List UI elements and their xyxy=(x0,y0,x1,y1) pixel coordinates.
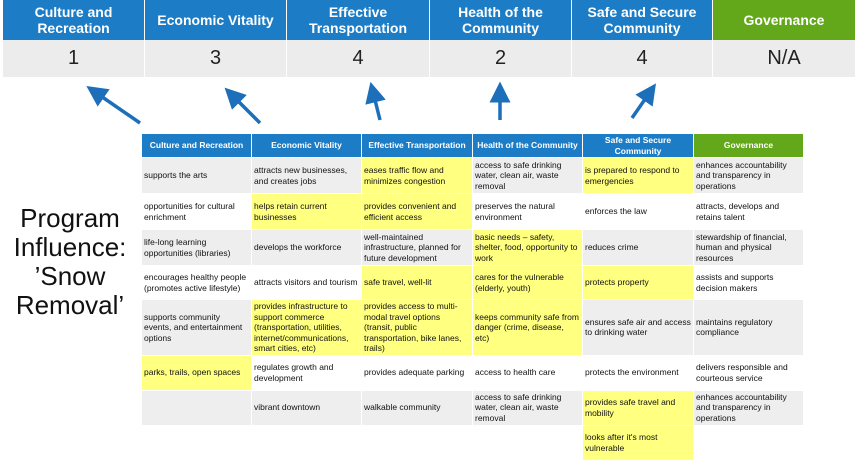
priority-matrix: Culture and Recreation Economic Vitality E… xyxy=(141,133,804,461)
arrow-icon xyxy=(365,81,386,121)
category-scoreboard: Culture and Recreation Economic Vitality E… xyxy=(3,0,856,77)
table-cell: provides adequate parking xyxy=(361,354,473,391)
category-score: 4 xyxy=(572,40,713,77)
category-header: Safe and Secure Community xyxy=(572,0,713,40)
arrow-icon xyxy=(86,86,141,125)
table-cell: attracts new businesses, and creates job… xyxy=(251,157,362,194)
table-row: life-long learning opportunities (librar… xyxy=(141,229,804,266)
table-cell xyxy=(361,424,473,461)
category-score: 4 xyxy=(287,40,430,77)
table-cell: stewardship of financial, human and phys… xyxy=(693,229,804,266)
table-row: looks after it's most vulnerable xyxy=(141,424,804,461)
table-cell xyxy=(693,424,804,461)
table-cell: access to safe drinking water, clean air… xyxy=(472,389,583,426)
category-score: N/A xyxy=(713,40,856,77)
highlighted-cell: protects property xyxy=(582,265,694,300)
table-cell: supports community events, and entertain… xyxy=(141,299,252,356)
table-cell: delivers responsible and courteous servi… xyxy=(693,354,804,391)
table-cell: encourages healthy people (promotes acti… xyxy=(141,265,252,300)
highlighted-cell: helps retain current businesses xyxy=(251,193,362,230)
table-cell: enhances accountability and transparency… xyxy=(693,389,804,426)
category-header: Culture and Recreation xyxy=(3,0,145,40)
table-cell: attracts visitors and tourism xyxy=(251,265,362,300)
table-cell: supports the arts xyxy=(141,157,252,194)
table-row: vibrant downtown walkable community access… xyxy=(141,389,804,426)
table-cell: maintains regulatory compliance xyxy=(693,299,804,356)
table-cell: reduces crime xyxy=(582,229,694,266)
category-header: Health of the Community xyxy=(430,0,572,40)
highlighted-cell: basic needs – safety, shelter, food, opp… xyxy=(472,229,583,266)
table-cell: protects the environment xyxy=(582,354,694,391)
column-header: Governance xyxy=(693,133,804,158)
highlighted-cell: provides infrastructure to support comme… xyxy=(251,299,362,356)
category-score: 2 xyxy=(430,40,572,77)
category-header: Economic Vitality xyxy=(145,0,287,40)
table-cell: enhances accountability and transparency… xyxy=(693,157,804,194)
table-cell: access to safe drinking water, clean air… xyxy=(472,157,583,194)
column-header: Effective Transportation xyxy=(361,133,473,158)
table-row: opportunities for cultural enrichment hel… xyxy=(141,193,804,230)
table-cell: ensures safe air and access to drinking … xyxy=(582,299,694,356)
highlighted-cell: safe travel, well-lit xyxy=(361,265,473,300)
highlighted-cell: cares for the vulnerable (elderly, youth… xyxy=(472,265,583,300)
column-header: Culture and Recreation xyxy=(141,133,252,158)
highlighted-cell: looks after it's most vulnerable xyxy=(582,424,694,461)
program-title: Program Influence: ’Snow Removal’ xyxy=(13,203,127,320)
table-row: supports community events, and entertain… xyxy=(141,299,804,356)
table-cell xyxy=(141,424,252,461)
category-header: Governance xyxy=(713,0,856,40)
arrow-icon xyxy=(224,87,262,125)
table-cell: attracts, develops and retains talent xyxy=(693,193,804,230)
highlighted-cell: is prepared to respond to emergencies xyxy=(582,157,694,194)
table-cell: vibrant downtown xyxy=(251,389,362,426)
highlighted-cell: provides convenient and efficient access xyxy=(361,193,473,230)
highlighted-cell: provides access to multi-modal travel op… xyxy=(361,299,473,356)
column-header: Health of the Community xyxy=(472,133,583,158)
table-cell: develops the workforce xyxy=(251,229,362,266)
category-score: 1 xyxy=(3,40,145,77)
column-header: Economic Vitality xyxy=(251,133,362,158)
table-cell xyxy=(472,424,583,461)
table-cell xyxy=(141,389,252,426)
table-cell: access to health care xyxy=(472,354,583,391)
table-cell: enforces the law xyxy=(582,193,694,230)
table-cell: regulates growth and development xyxy=(251,354,362,391)
highlighted-cell: provides safe travel and mobility xyxy=(582,389,694,426)
table-cell: well-maintained infrastructure, planned … xyxy=(361,229,473,266)
table-cell: preserves the natural environment xyxy=(472,193,583,230)
table-row: parks, trails, open spaces regulates grow… xyxy=(141,354,804,391)
table-cell: walkable community xyxy=(361,389,473,426)
table-cell xyxy=(251,424,362,461)
highlighted-cell: keeps community safe from danger (crime,… xyxy=(472,299,583,356)
category-header: Effective Transportation xyxy=(287,0,430,40)
highlighted-cell: eases traffic flow and minimizes congest… xyxy=(361,157,473,194)
table-row: supports the arts attracts new businesses… xyxy=(141,157,804,194)
category-score: 3 xyxy=(145,40,287,77)
table-row: encourages healthy people (promotes acti… xyxy=(141,265,804,300)
arrow-icon xyxy=(630,83,656,119)
table-cell: assists and supports decision makers xyxy=(693,265,804,300)
table-cell: opportunities for cultural enrichment xyxy=(141,193,252,230)
table-cell: life-long learning opportunities (librar… xyxy=(141,229,252,266)
highlighted-cell: parks, trails, open spaces xyxy=(141,354,252,391)
column-header: Safe and Secure Community xyxy=(582,133,694,158)
